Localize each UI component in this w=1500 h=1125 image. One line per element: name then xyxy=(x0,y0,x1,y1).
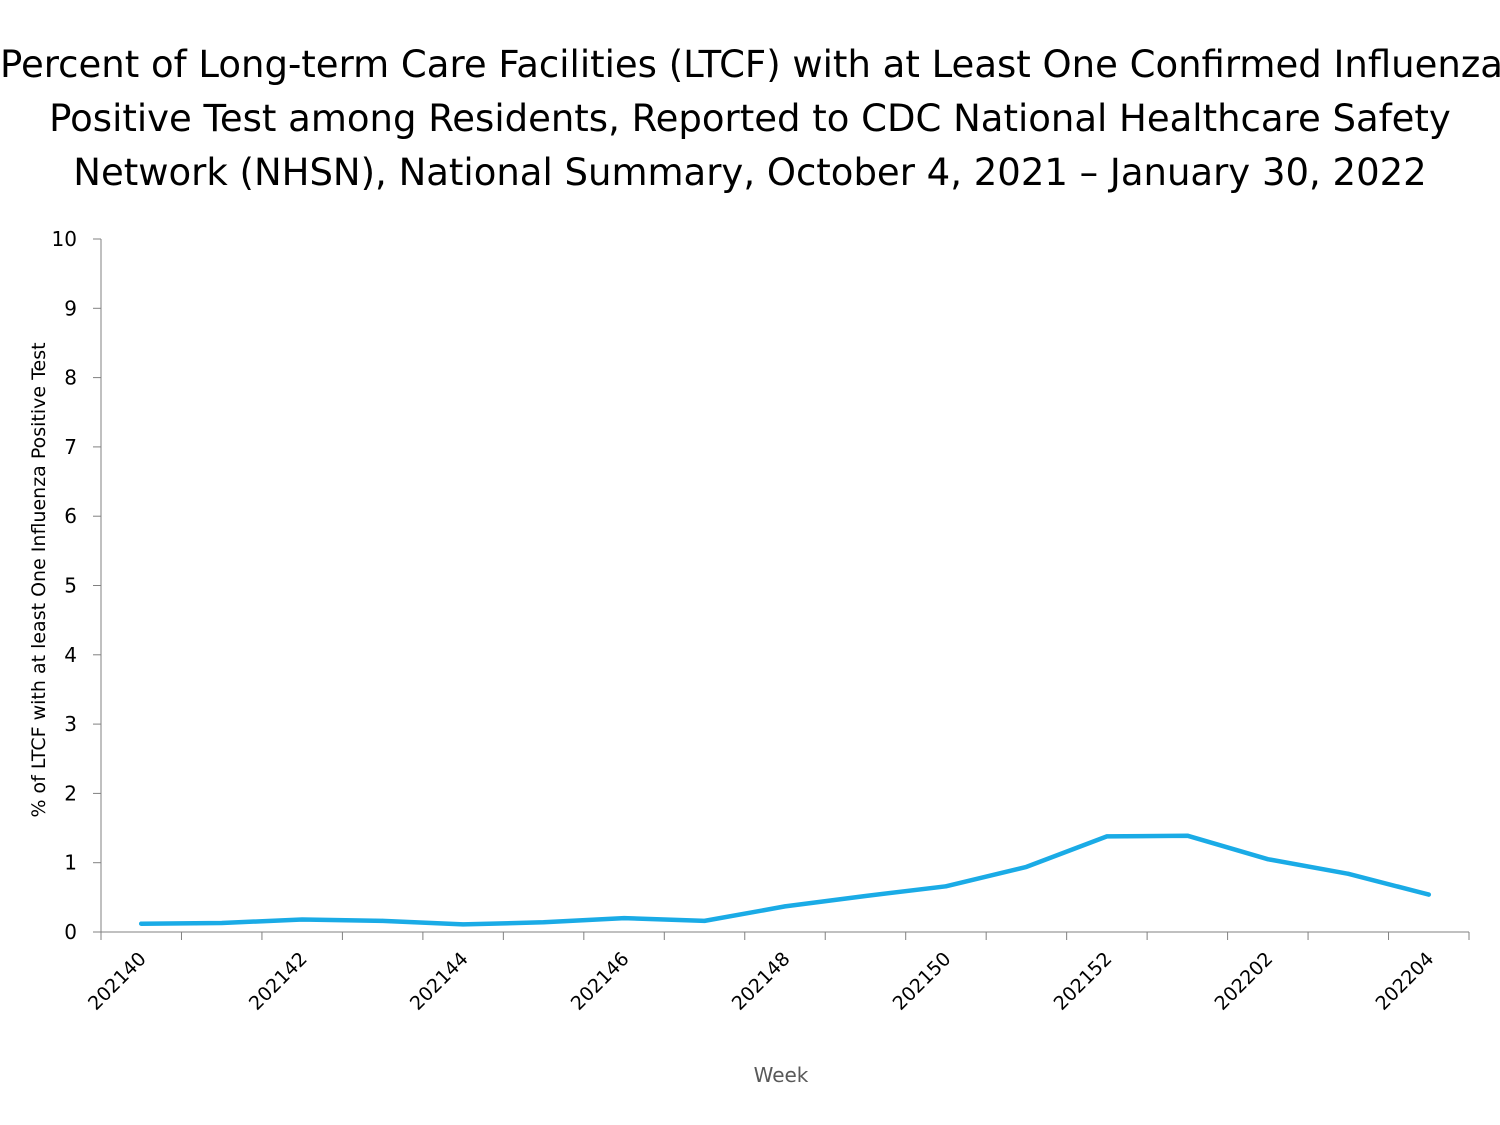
y-axis-label: % of LTCF with at least One Influenza Po… xyxy=(28,342,50,817)
chart-title-line-2: Positive Test among Residents, Reported … xyxy=(49,97,1451,140)
data-point xyxy=(702,918,707,923)
data-point xyxy=(1104,834,1109,839)
x-tick-label: 202150 xyxy=(889,948,956,1015)
data-point xyxy=(1346,871,1351,876)
y-axis-ticks: 0 1 2 3 4 5 6 7 8 9 10 xyxy=(52,227,101,944)
x-axis-ticks: 202140 202142 202144 202146 202148 202150 2021… xyxy=(84,932,1470,1015)
y-tick-label: 6 xyxy=(64,504,77,528)
chart-axes xyxy=(100,239,1469,933)
data-point xyxy=(139,921,144,926)
data-point xyxy=(622,916,627,921)
x-tick-label: 202152 xyxy=(1050,948,1117,1015)
data-point xyxy=(380,918,385,923)
chart-title-line-3: Network (NHSN), National Summary, Octobe… xyxy=(73,151,1427,194)
data-point xyxy=(943,884,948,889)
y-tick-label: 5 xyxy=(64,574,77,598)
x-tick-label: 202144 xyxy=(406,948,473,1015)
x-axis-label: Week xyxy=(754,1063,809,1087)
x-tick-label: 202148 xyxy=(728,948,795,1015)
data-point xyxy=(541,920,546,925)
x-tick-label: 202146 xyxy=(567,948,634,1015)
y-tick-label: 0 xyxy=(64,920,77,944)
series-group xyxy=(138,833,1432,927)
chart-title-line-1: Percent of Long-term Care Facilities (LT… xyxy=(0,43,1500,86)
data-point xyxy=(1185,833,1190,838)
y-tick-label: 3 xyxy=(64,712,77,736)
y-tick-label: 2 xyxy=(64,781,77,805)
x-tick-label: 202140 xyxy=(84,948,151,1015)
y-tick-label: 1 xyxy=(64,851,77,875)
y-tick-label: 10 xyxy=(52,227,77,251)
data-point xyxy=(783,904,787,909)
data-point xyxy=(1426,892,1431,897)
data-point xyxy=(1024,864,1029,869)
y-tick-label: 7 xyxy=(64,435,77,459)
data-point xyxy=(863,893,868,898)
y-tick-label: 4 xyxy=(64,643,77,667)
x-tick-label: 202202 xyxy=(1211,948,1278,1015)
x-tick-label: 202142 xyxy=(245,948,312,1015)
series-line xyxy=(138,833,1432,927)
data-point xyxy=(1265,857,1270,862)
y-tick-label: 9 xyxy=(64,296,77,320)
y-tick-label: 8 xyxy=(64,366,77,390)
chart-title: Percent of Long-term Care Facilities (LT… xyxy=(0,38,1500,200)
data-point xyxy=(219,920,224,925)
x-tick-label: 202204 xyxy=(1371,948,1438,1015)
data-point xyxy=(461,922,466,927)
data-point xyxy=(300,917,305,922)
